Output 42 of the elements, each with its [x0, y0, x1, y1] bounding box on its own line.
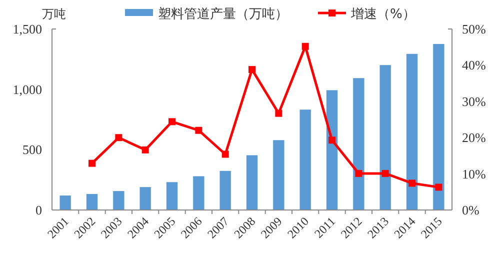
- y-tick-label: 0: [36, 202, 42, 218]
- bar: [140, 187, 151, 210]
- bar: [326, 90, 338, 210]
- point: [382, 170, 389, 177]
- bar: [273, 140, 284, 210]
- bar: [406, 54, 418, 210]
- point: [355, 170, 362, 177]
- y-tick-label: 1,000: [12, 82, 42, 97]
- bar: [60, 196, 71, 210]
- y2-tick-label: 50%: [462, 22, 486, 36]
- point: [248, 66, 256, 74]
- y-tick-label: 500: [22, 142, 42, 158]
- y-axis-title: 万吨: [42, 7, 66, 21]
- bar: [193, 176, 204, 210]
- bar: [353, 78, 364, 210]
- y2-tick-label: 10%: [462, 166, 486, 182]
- point: [115, 134, 122, 142]
- bar: [113, 191, 124, 210]
- y-tick-label: 1,500: [12, 22, 42, 36]
- bar: [220, 170, 231, 210]
- legend-label: 塑料管道产量（万吨）: [158, 6, 288, 22]
- point: [435, 184, 442, 191]
- y2-tick-label: 20%: [462, 130, 486, 146]
- bar: [246, 155, 258, 210]
- point: [222, 150, 229, 158]
- point: [88, 160, 96, 167]
- y2-tick-label: 40%: [462, 58, 486, 73]
- legend-label: 增速（%）: [350, 7, 416, 22]
- bar: [380, 65, 391, 210]
- point: [408, 180, 416, 187]
- bar: [86, 194, 98, 210]
- bar: [433, 44, 444, 210]
- bar: [166, 182, 178, 210]
- point: [302, 42, 309, 50]
- y2-tick-label: 30%: [462, 94, 486, 109]
- point: [328, 136, 336, 144]
- point: [275, 110, 282, 117]
- point: [142, 146, 149, 154]
- point: [195, 126, 202, 134]
- bar: [300, 110, 311, 210]
- y2-tick-label: 0%: [462, 202, 480, 218]
- point: [168, 118, 176, 126]
